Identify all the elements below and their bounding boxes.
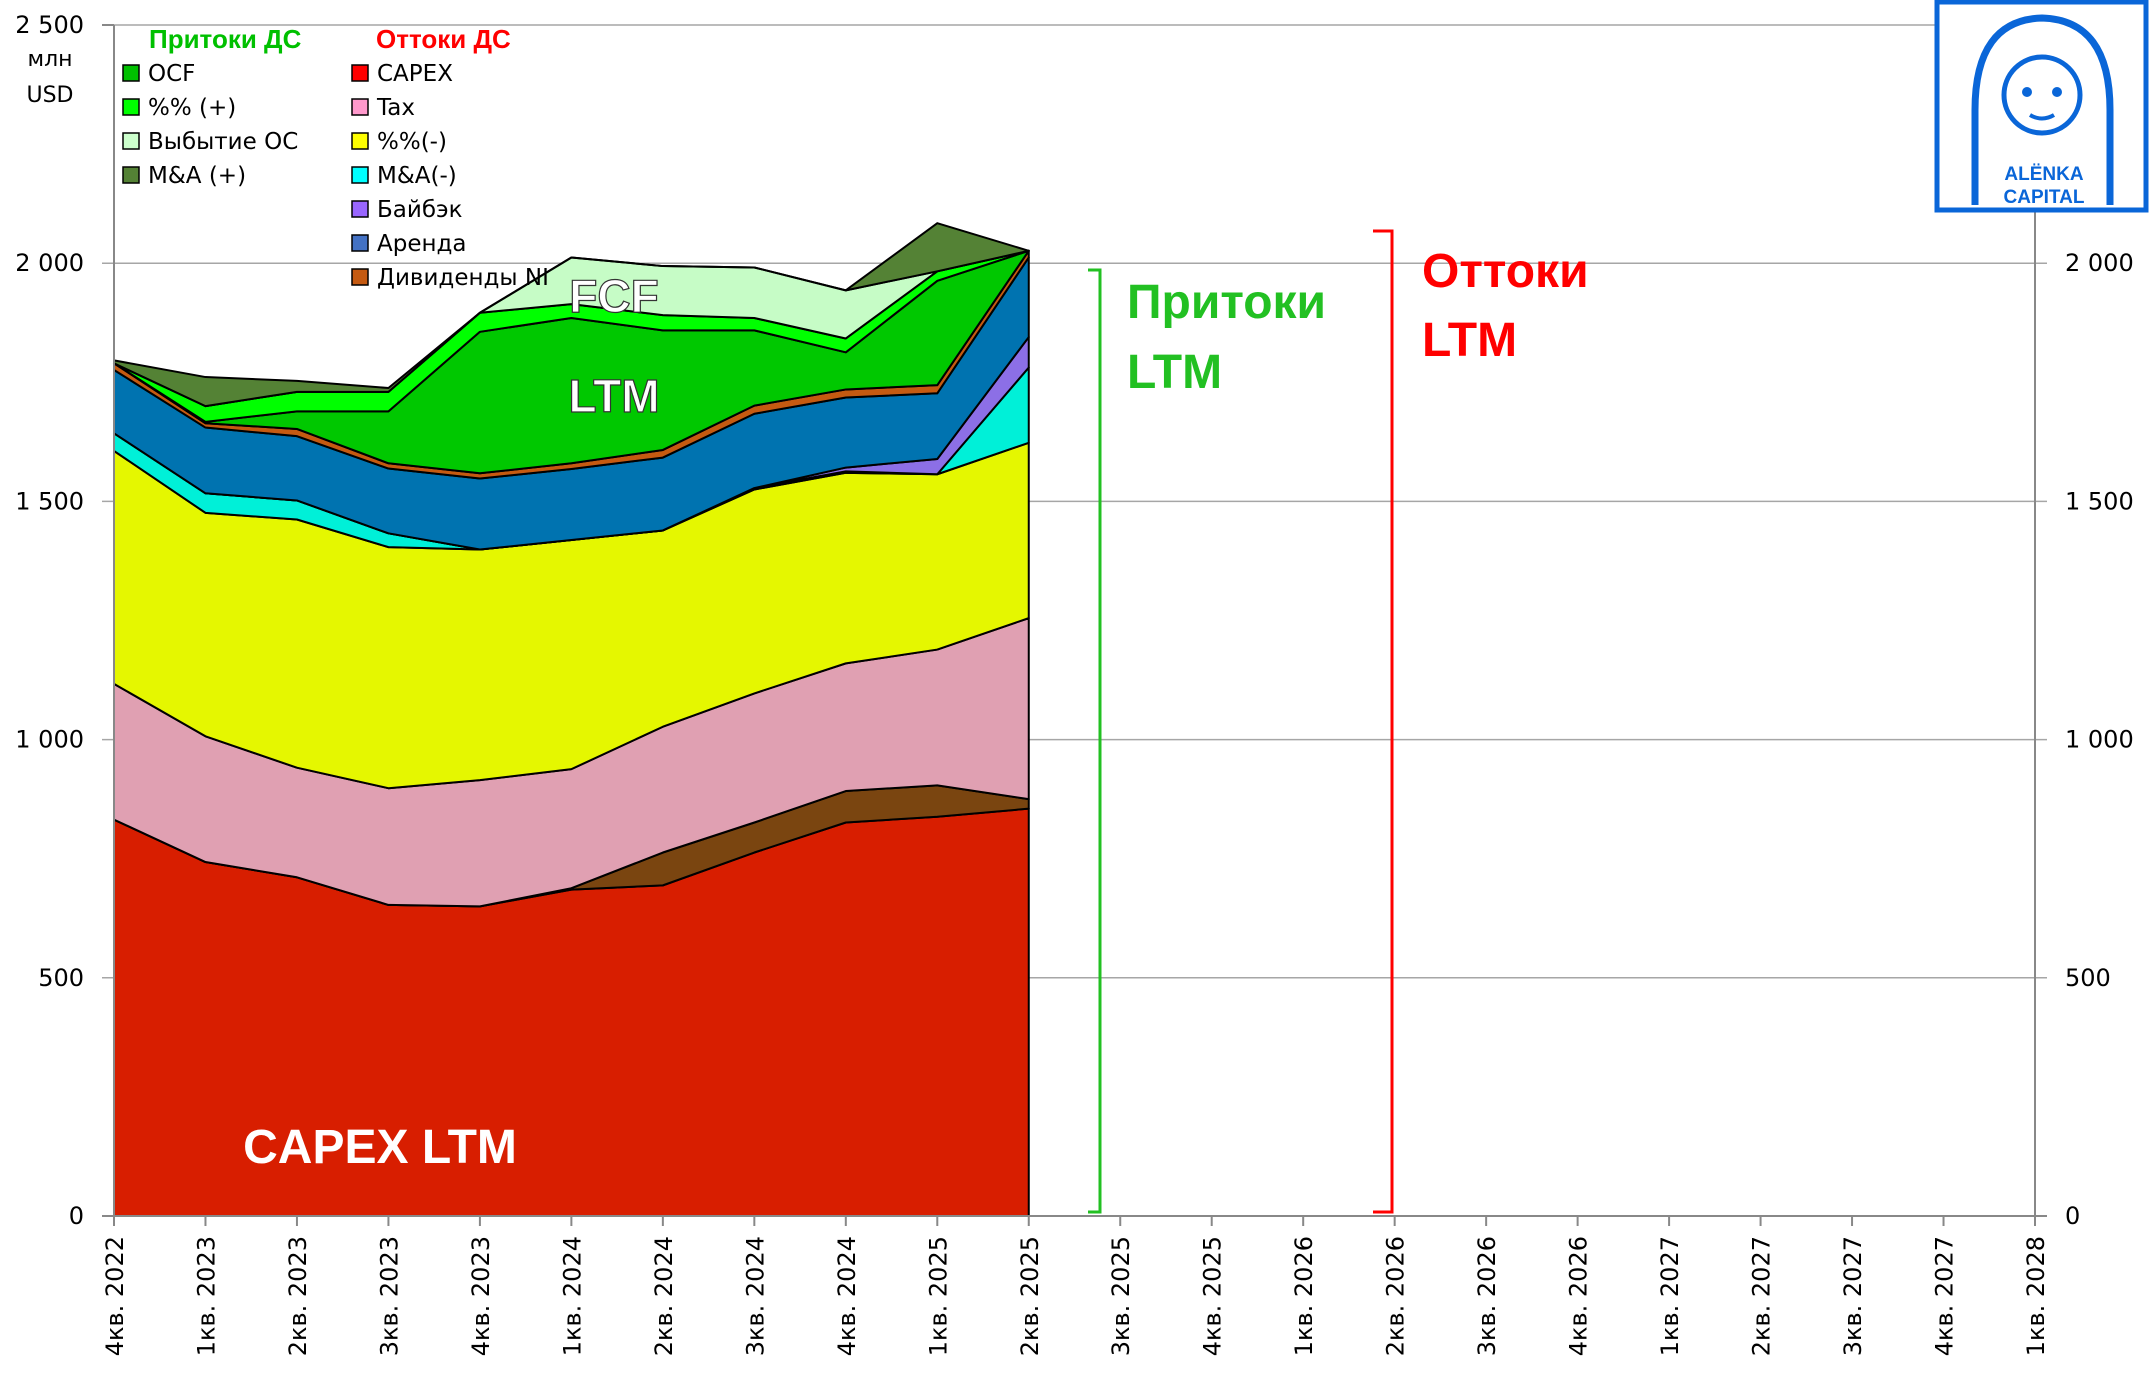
legend-label: Выбытие ОС [148, 129, 298, 155]
x-tick-label: 4кв. 2022 [101, 1236, 129, 1356]
legend-swatch [351, 268, 369, 286]
x-tick-label: 4кв. 2024 [833, 1236, 861, 1356]
y-tick-label-left: 1 000 [15, 726, 84, 754]
x-tick-label: 3кв. 2026 [1473, 1236, 1501, 1356]
y-tick-label-left: 0 [69, 1202, 84, 1230]
y-tick-label-left: 2 500 [15, 11, 84, 39]
legend-swatch [351, 98, 369, 116]
legend-label: Tax [376, 95, 415, 121]
y-tick-label-right: 0 [2065, 1202, 2080, 1230]
x-tick-label: 1кв. 2024 [558, 1236, 586, 1356]
legend-swatch [351, 200, 369, 218]
svg-text:ALЁNKA: ALЁNKA [2004, 164, 2083, 185]
legend-label: %% (+) [148, 95, 236, 121]
x-tick-label: 1кв. 2025 [924, 1236, 952, 1356]
area-series-11 [113, 222, 1030, 408]
axes [102, 24, 2047, 1226]
y-unit-line1: млн [27, 47, 72, 72]
svg-text:CAPITAL: CAPITAL [2004, 187, 2085, 208]
x-tick-label: 2кв. 2023 [284, 1236, 312, 1356]
y-tick-label-right: 1 000 [2065, 726, 2134, 754]
legend-label: Аренда [377, 231, 467, 257]
x-tick-label: 1кв. 2027 [1656, 1236, 1684, 1356]
legend: Притоки ДС Оттоки ДС CAPEX Tax %%(-) M&A(-)… [122, 24, 549, 291]
legend-label: M&A(-) [377, 163, 457, 189]
legend-label: M&A (+) [148, 163, 246, 189]
x-tick-label: 3кв. 2024 [741, 1236, 769, 1356]
stacked-areas [113, 222, 1030, 1217]
inflows-label-line2: LTM [1127, 346, 1222, 399]
inflows-bracket [1088, 268, 1102, 1214]
capex-ltm-label: CAPEX LTM [243, 1121, 517, 1174]
x-tick-label: 3кв. 2025 [1107, 1236, 1135, 1356]
legend-swatch [351, 132, 369, 150]
y-tick-label-right: 500 [2065, 964, 2111, 992]
legend-swatch [122, 64, 140, 82]
legend-swatch [351, 234, 369, 252]
alenka-capital-logo: ALЁNKA CAPITAL [1934, 0, 2149, 213]
outflows-label-line2: LTM [1422, 314, 1517, 367]
y-unit-line2: USD [26, 83, 73, 108]
y-tick-label-right: 2 000 [2065, 249, 2134, 277]
x-tick-label: 4кв. 2025 [1199, 1236, 1227, 1356]
x-axis-labels: 4кв. 2022 1кв. 2023 2кв. 2023 3кв. 2023 4кв.… [101, 1236, 2050, 1356]
x-tick-label: 1кв. 2028 [2022, 1236, 2050, 1356]
legend-label: Дивиденды NI [377, 265, 549, 291]
y-tick-label-left: 500 [38, 964, 84, 992]
legend-swatch [122, 132, 140, 150]
legend-swatch [122, 166, 140, 184]
fcf-label-line2: LTM [568, 370, 659, 422]
legend-inflows-title: Притоки ДС [149, 24, 302, 54]
legend-label: CAPEX [377, 61, 453, 87]
x-tick-label: 4кв. 2023 [467, 1236, 495, 1356]
legend-outflows-title: Оттоки ДС [376, 24, 511, 54]
outflows-bracket [1373, 229, 1394, 1214]
x-tick-label: 2кв. 2026 [1382, 1236, 1410, 1356]
legend-label: %%(-) [377, 129, 447, 155]
x-tick-label: 2кв. 2024 [650, 1236, 678, 1356]
x-tick-label: 3кв. 2027 [1839, 1236, 1867, 1356]
legend-swatch [351, 64, 369, 82]
x-tick-label: 4кв. 2027 [1931, 1236, 1959, 1356]
y-tick-label-left: 1 500 [15, 487, 84, 515]
fcf-label-line1: FCF [569, 270, 658, 322]
x-tick-label: 2кв. 2027 [1748, 1236, 1776, 1356]
legend-swatch [122, 98, 140, 116]
outflows-label-line1: Оттоки [1422, 245, 1589, 298]
legend-label: Байбэк [377, 197, 463, 223]
inflows-label-line1: Притоки [1127, 276, 1326, 329]
y-axis-labels: 0 500 1 000 1 500 2 000 2 500 0 500 1 000 1 500 2 … [15, 11, 2133, 1230]
x-tick-label: 2кв. 2025 [1016, 1236, 1044, 1356]
x-tick-label: 4кв. 2026 [1565, 1236, 1593, 1356]
x-tick-label: 3кв. 2023 [375, 1236, 403, 1356]
x-tick-label: 1кв. 2026 [1290, 1236, 1318, 1356]
legend-swatch [351, 166, 369, 184]
legend-label: OCF [148, 61, 195, 87]
y-tick-label-right: 1 500 [2065, 487, 2134, 515]
y-tick-label-left: 2 000 [15, 249, 84, 277]
x-tick-label: 1кв. 2023 [192, 1236, 220, 1356]
